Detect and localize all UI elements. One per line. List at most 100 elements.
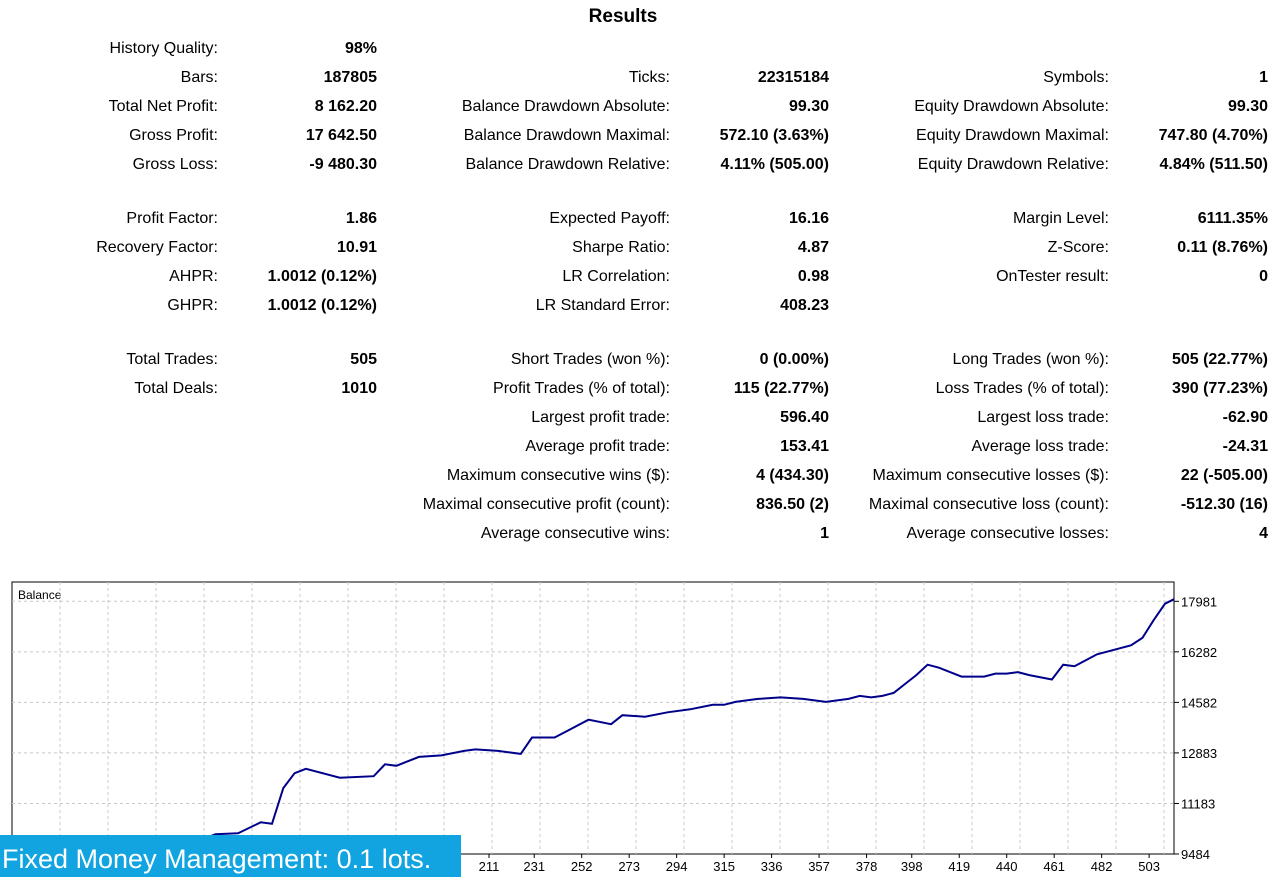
col3-value-1: 99.30: [1227, 98, 1268, 115]
x-tick-label: 398: [901, 859, 923, 874]
col3-value-7: 505 (22.77%): [1171, 351, 1268, 368]
col1-label-2: Total Net Profit:: [108, 98, 218, 115]
y-tick-label: 11183: [1181, 796, 1215, 811]
x-tick-label: 315: [713, 859, 735, 874]
x-tick-label: 419: [948, 859, 970, 874]
col1-value-9: 505: [350, 351, 377, 368]
chart-axes: 9484 11183 12883 14582 16282 17981 211 231 252 27…: [479, 594, 1218, 874]
y-tick-label: 16282: [1181, 645, 1217, 660]
col3-value-10: -24.31: [1222, 438, 1268, 455]
col3-label-1: Equity Drawdown Absolute:: [914, 98, 1109, 115]
x-tick-label: 231: [523, 859, 545, 874]
col2-label-7: LR Standard Error:: [535, 297, 670, 314]
col2-label-3: Balance Drawdown Relative:: [465, 156, 670, 173]
col2-label-2: Balance Drawdown Maximal:: [463, 127, 670, 144]
y-tick-label: 17981: [1181, 594, 1217, 609]
col2-label-9: Profit Trades (% of total):: [493, 380, 670, 397]
x-tick-label: 211: [479, 859, 500, 874]
col3-label-13: Average consecutive losses:: [906, 525, 1109, 542]
col2-value-2: 572.10 (3.63%): [719, 127, 829, 144]
col1-value-2: 8 162.20: [314, 98, 377, 115]
col2-label-10: Largest profit trade:: [531, 409, 670, 426]
results-title: Results: [588, 6, 658, 27]
col1-value-4: -9 480.30: [309, 156, 377, 173]
col1-value-3: 17 642.50: [305, 127, 377, 144]
col3-value-5: 0.11 (8.76%): [1177, 239, 1268, 256]
chart-grid: [12, 582, 1174, 854]
col2-value-9: 115 (22.77%): [733, 380, 829, 397]
col3-label-8: Loss Trades (% of total):: [935, 380, 1109, 397]
col3-value-11: 22 (-505.00): [1180, 467, 1268, 484]
col2-value-14: 1: [820, 525, 829, 542]
money-management-banner: Fixed Money Management: 0.1 lots.: [0, 835, 461, 877]
col2-label-14: Average consecutive wins:: [480, 525, 670, 542]
col2-label-11: Average profit trade:: [525, 438, 670, 455]
col2-value-4: 16.16: [788, 210, 829, 227]
col3-label-4: Margin Level:: [1012, 210, 1109, 227]
col3-value-2: 747.80 (4.70%): [1158, 127, 1268, 144]
col1-value-8: 1.0012 (0.12%): [267, 297, 377, 314]
col2-label-4: Expected Payoff:: [549, 210, 670, 227]
col2-value-7: 408.23: [780, 297, 829, 314]
col1-label-4: Gross Loss:: [132, 156, 218, 173]
y-tick-label: 12883: [1181, 746, 1217, 761]
col2-label-12: Maximum consecutive wins ($):: [446, 467, 670, 484]
col3-label-11: Maximum consecutive losses ($):: [872, 467, 1109, 484]
col3-value-3: 4.84% (511.50): [1159, 156, 1268, 173]
col3-label-5: Z-Score:: [1047, 239, 1109, 256]
x-tick-label: 378: [856, 859, 878, 874]
col3-value-8: 390 (77.23%): [1171, 380, 1268, 397]
col3-value-12: -512.30 (16): [1180, 496, 1268, 513]
chart-plot-frame: [11, 581, 1175, 855]
col3-value-4: 6111.35%: [1197, 210, 1268, 227]
x-tick-label: 357: [808, 859, 830, 874]
chart-lines: [11, 598, 1175, 855]
col2-value-0: 22315184: [757, 69, 829, 86]
col2-value-13: 836.50 (2): [756, 496, 829, 513]
x-tick-label: 461: [1043, 859, 1065, 874]
col3-value-9: -62.90: [1222, 409, 1268, 426]
col2-label-6: LR Correlation:: [562, 268, 670, 285]
col3-label-10: Average loss trade:: [971, 438, 1109, 455]
col2-value-10: 596.40: [780, 409, 829, 426]
col1-value-0: 98%: [344, 40, 377, 57]
col1-label-0: History Quality:: [109, 40, 218, 57]
col2-value-5: 4.87: [797, 239, 829, 256]
y-tick-label: 9484: [1181, 847, 1210, 862]
col1-label-9: Total Trades:: [126, 351, 218, 368]
col1-value-1: 187805: [323, 69, 377, 86]
x-tick-label: 294: [666, 859, 688, 874]
col1-label-10: Total Deals:: [134, 380, 218, 397]
col1-label-7: AHPR:: [169, 268, 218, 285]
col3-label-12: Maximal consecutive loss (count):: [868, 496, 1109, 513]
col2-value-11: 153.41: [780, 438, 829, 455]
col3-label-6: OnTester result:: [996, 268, 1109, 285]
chart-title: Balance: [18, 588, 62, 602]
col2-value-3: 4.11% (505.00): [720, 156, 829, 173]
col2-label-5: Sharpe Ratio:: [572, 239, 670, 256]
col3-value-13: 4: [1259, 525, 1268, 542]
col2-label-1: Balance Drawdown Absolute:: [461, 98, 670, 115]
x-tick-label: 336: [761, 859, 783, 874]
col2-value-8: 0 (0.00%): [759, 351, 829, 368]
col1-label-3: Gross Profit:: [129, 127, 218, 144]
col2-value-1: 99.30: [788, 98, 829, 115]
col3-value-6: 0: [1259, 268, 1268, 285]
col2-label-13: Maximal consecutive profit (count):: [422, 496, 670, 513]
col3-label-9: Largest loss trade:: [977, 409, 1109, 426]
col1-label-1: Bars:: [180, 69, 218, 86]
col1-value-5: 1.86: [345, 210, 377, 227]
y-tick-label: 14582: [1181, 695, 1217, 710]
balance-series-line: [11, 598, 1175, 855]
col3-label-2: Equity Drawdown Maximal:: [916, 127, 1109, 144]
x-tick-label: 482: [1091, 859, 1113, 874]
col1-value-6: 10.91: [336, 239, 377, 256]
col3-label-7: Long Trades (won %):: [952, 351, 1109, 368]
col1-label-6: Recovery Factor:: [96, 239, 218, 256]
col1-label-5: Profit Factor:: [126, 210, 218, 227]
col1-value-10: 1010: [341, 380, 377, 397]
col2-value-12: 4 (434.30): [756, 467, 829, 484]
col3-value-0: 1: [1259, 69, 1268, 86]
col1-value-7: 1.0012 (0.12%): [267, 268, 377, 285]
balance-chart: Balance 9484 11183 12883 14582 16282 17981 211…: [11, 581, 1218, 874]
